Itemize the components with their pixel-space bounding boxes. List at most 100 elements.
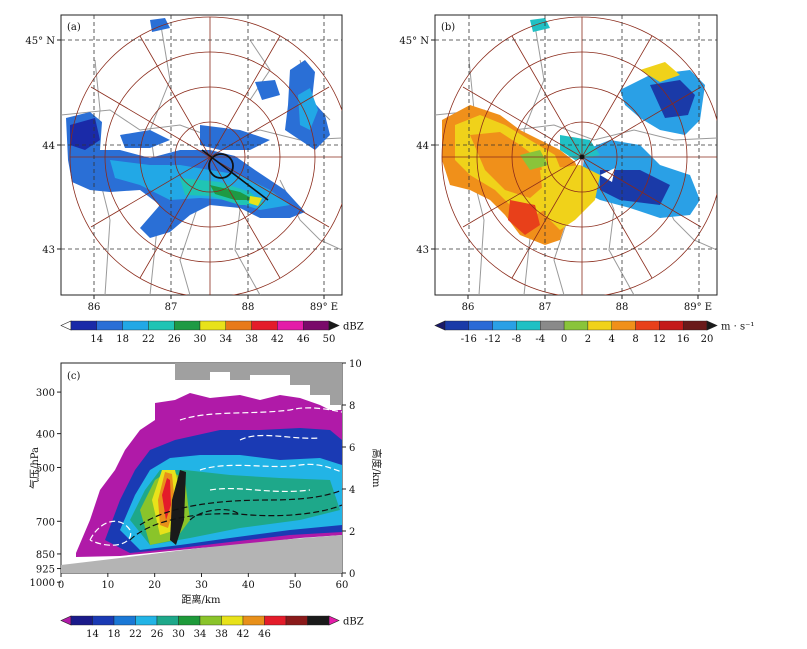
colorbar-c-label: 38 [215, 629, 228, 640]
panel-a-grid [61, 15, 342, 295]
colorbar-b-label: 20 [701, 334, 714, 345]
colorbar-b-label: 0 [561, 334, 567, 345]
colorbar-a-swatch [148, 320, 175, 331]
panel-a-cross-section-line [201, 149, 269, 201]
colorbar-a-label: 22 [142, 334, 155, 345]
colorbar-b-label: 8 [632, 334, 638, 345]
colorbar-a-unit: dBZ [343, 322, 364, 333]
panel-a-xtick-label: 89° E [310, 302, 338, 313]
panel-b-ytick-label: 45° N [399, 36, 429, 47]
colorbar-a-label: 50 [323, 334, 336, 345]
panel-a-echoes [66, 18, 330, 238]
panel-a-ytick-label: 43 [42, 245, 55, 256]
colorbar-b-swatch [492, 320, 517, 331]
colorbar-b-swatch [516, 320, 541, 331]
colorbar-b-label: 2 [585, 334, 591, 345]
panel-a-xtick-label: 88 [242, 302, 255, 313]
panel-b-ytick-label: 43 [416, 245, 429, 256]
panel-c-ytick-left-label: 1000 [30, 578, 55, 589]
colorbar-b-low-arrow [434, 320, 446, 331]
colorbar-b-label: -4 [535, 334, 545, 345]
colorbar-a-label: 26 [168, 334, 181, 345]
panel-c-ytick-right-label: 2 [349, 527, 355, 538]
colorbar-a-swatch [70, 320, 97, 331]
colorbar-b-swatch [540, 320, 565, 331]
colorbar-a-label: 38 [245, 334, 258, 345]
colorbar-c-label: 34 [194, 629, 207, 640]
panel-c-xlabel: 距离/km [182, 593, 221, 606]
panel-c-ytick-left-label: 500 [36, 463, 55, 474]
colorbar-c-swatch [199, 615, 222, 626]
panel-c-xtick-label: 10 [101, 580, 114, 591]
colorbar-c-label: 18 [108, 629, 121, 640]
panel-c-label: (c) [67, 371, 81, 382]
colorbar-b-swatch [659, 320, 684, 331]
panel-c-ytick-left-label: 700 [36, 517, 55, 528]
panel-a-label: (a) [67, 22, 81, 33]
panel-c-ylabel-left: 气压/hPa [28, 447, 41, 489]
colorbar-b-label: -16 [461, 334, 477, 345]
colorbar-a-swatch [251, 320, 278, 331]
panel-a-map [61, 15, 342, 295]
panel-c-xtick-label: 60 [336, 580, 349, 591]
colorbar-b-swatch [682, 320, 708, 331]
colorbar-b-label: 4 [609, 334, 615, 345]
panel-c-xtick-label: 50 [289, 580, 302, 591]
panel-c-ytick-right-label: 6 [349, 443, 355, 454]
colorbar-c-swatch [156, 615, 179, 626]
colorbar-b-swatch [468, 320, 493, 331]
colorbar-c-label: 46 [258, 629, 271, 640]
colorbar-c-swatch [221, 615, 244, 626]
colorbar-b-swatch [444, 320, 470, 331]
colorbar-b-label: 12 [653, 334, 666, 345]
panel-c-contours-black [129, 489, 342, 541]
colorbar-c-label: 30 [172, 629, 185, 640]
panel-b-label: (b) [441, 22, 455, 33]
panel-a: (a) [60, 14, 343, 296]
colorbar-c-low-arrow [60, 615, 72, 626]
colorbar-b-swatch [635, 320, 660, 331]
panel-c-xtick-label: 20 [148, 580, 161, 591]
colorbar-c-swatch [135, 615, 158, 626]
colorbar-a-label: 30 [194, 334, 207, 345]
colorbar-a-swatch [96, 320, 123, 331]
panel-a-xtick-label: 87 [165, 302, 178, 313]
colorbar-a-label: 34 [219, 334, 232, 345]
panel-a-ytick-label: 45° N [25, 36, 55, 47]
panel-c-ytick-right-label: 8 [349, 401, 355, 412]
panel-c-xtick-label: 40 [242, 580, 255, 591]
panel-a-ytick-label: 44 [42, 141, 55, 152]
panel-c-section [61, 363, 342, 573]
colorbar-a-swatch [199, 320, 226, 331]
colorbar-b-swatch [587, 320, 612, 331]
panel-b: (b) [434, 14, 718, 296]
colorbar-a-swatch [173, 320, 201, 331]
colorbar-b-high-arrow [706, 320, 718, 331]
colorbar-c-swatch [242, 615, 265, 626]
panel-b-grid [435, 15, 717, 295]
colorbar-b-label: -8 [512, 334, 522, 345]
colorbar-c-swatch [264, 615, 287, 626]
colorbar-c-swatch [178, 615, 201, 626]
colorbar-c-label: 22 [129, 629, 142, 640]
panel-c-ylabel-right: 高度/km [370, 449, 383, 488]
colorbar-c-swatch [113, 615, 136, 626]
colorbar-a-label: 42 [271, 334, 284, 345]
colorbar-c-swatch [285, 615, 308, 626]
colorbar-b-unit: m · s⁻¹ [721, 322, 754, 333]
panel-b-velocities [442, 18, 705, 245]
colorbar-a-high-arrow [328, 320, 340, 331]
panel-b-xtick-label: 86 [462, 302, 475, 313]
colorbar-a-low-arrow [60, 320, 72, 331]
panel-a-highlight-circle [208, 153, 234, 179]
panel-c-ytick-left-label: 300 [36, 388, 55, 399]
colorbar-a-swatch [122, 320, 149, 331]
colorbar-a-swatch [303, 320, 330, 331]
panel-b-xtick-label: 89° E [684, 302, 712, 313]
colorbar-c-swatch [92, 615, 115, 626]
panel-b-ytick-label: 44 [416, 141, 429, 152]
colorbar-c-unit: dBZ [343, 617, 364, 628]
panel-c-ytick-left-label: 400 [36, 430, 55, 441]
panel-b-map [435, 15, 717, 295]
